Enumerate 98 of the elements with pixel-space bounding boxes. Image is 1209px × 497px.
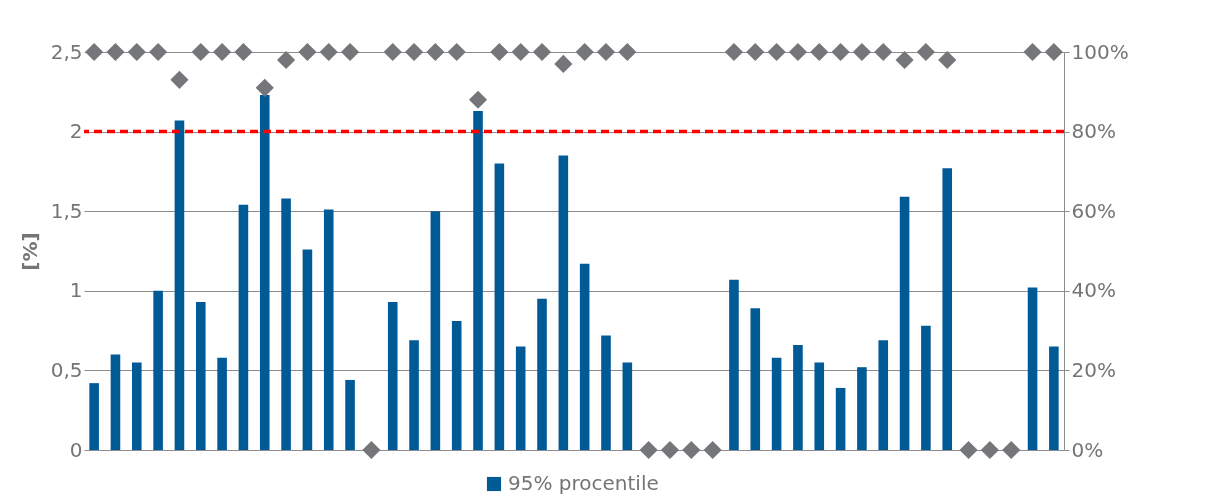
bar xyxy=(942,168,953,450)
point xyxy=(319,42,338,62)
bar xyxy=(153,290,163,450)
bar xyxy=(174,120,185,450)
point xyxy=(724,42,744,62)
point xyxy=(618,42,637,62)
point xyxy=(1023,42,1042,62)
point xyxy=(404,42,424,62)
point xyxy=(340,42,360,62)
point xyxy=(980,440,999,460)
bar xyxy=(537,298,547,450)
point xyxy=(468,90,488,109)
point xyxy=(1044,42,1063,62)
point xyxy=(660,440,680,460)
y-tick-label: 1 xyxy=(69,278,83,303)
bar xyxy=(750,308,761,450)
point xyxy=(426,42,445,62)
y2-tick-label: 0% xyxy=(1071,437,1104,462)
y2-tick-label: 80% xyxy=(1071,119,1116,144)
point xyxy=(532,42,552,62)
bar xyxy=(473,110,483,450)
point xyxy=(788,42,808,62)
point xyxy=(682,440,701,460)
bar xyxy=(89,383,99,450)
bar xyxy=(217,357,227,450)
point xyxy=(831,42,850,62)
bar xyxy=(430,211,441,450)
bar xyxy=(323,209,334,450)
point xyxy=(703,440,722,460)
point xyxy=(852,42,871,62)
point xyxy=(916,42,935,62)
point xyxy=(149,42,168,62)
legend-label: 95% procentile xyxy=(508,471,659,495)
bar xyxy=(238,204,249,450)
bar xyxy=(387,301,398,450)
point xyxy=(746,42,765,62)
point xyxy=(298,42,317,62)
bar xyxy=(1049,346,1059,450)
bar xyxy=(878,340,889,450)
bar xyxy=(921,325,931,450)
point xyxy=(255,78,274,97)
y-tick-label: 1,5 xyxy=(50,198,83,223)
bar xyxy=(729,279,739,450)
point xyxy=(810,42,829,62)
point xyxy=(639,440,658,460)
point xyxy=(383,42,402,62)
bar xyxy=(281,198,291,450)
y2-tick-label: 20% xyxy=(1071,357,1116,382)
bar xyxy=(814,362,825,450)
point xyxy=(767,42,786,62)
y-axis-title: [%] xyxy=(17,232,42,271)
y-tick-label: 0,5 xyxy=(50,357,83,382)
bar xyxy=(835,387,846,450)
point xyxy=(213,42,232,62)
point xyxy=(511,42,530,62)
point xyxy=(1002,440,1021,460)
bar xyxy=(601,335,611,450)
point xyxy=(277,50,296,70)
y2-tick-label: 40% xyxy=(1071,278,1116,303)
bar xyxy=(110,354,121,450)
point xyxy=(170,70,189,89)
point xyxy=(575,42,594,62)
bar xyxy=(515,346,526,450)
bar xyxy=(857,367,867,450)
bar xyxy=(451,321,462,450)
y-tick-label: 2 xyxy=(69,119,83,144)
y-tick-label: 2,5 xyxy=(50,39,83,64)
point xyxy=(234,42,253,62)
bar xyxy=(793,344,803,450)
bar xyxy=(131,362,142,450)
point xyxy=(106,42,125,62)
bar xyxy=(494,163,505,450)
point xyxy=(447,42,466,62)
bar xyxy=(195,301,206,450)
y2-tick-label: 100% xyxy=(1071,39,1129,64)
bar xyxy=(771,357,782,450)
bar xyxy=(579,263,590,450)
point xyxy=(490,42,509,62)
bar xyxy=(558,155,569,450)
point xyxy=(874,42,893,62)
bar xyxy=(302,249,313,450)
bar xyxy=(259,94,270,450)
bar xyxy=(409,340,419,450)
point xyxy=(938,50,957,70)
bar xyxy=(345,379,355,450)
bar xyxy=(1027,287,1038,450)
y-tick-label: 0 xyxy=(69,437,83,462)
y2-tick-label: 60% xyxy=(1071,198,1116,223)
bar xyxy=(622,362,633,450)
point xyxy=(362,440,381,460)
point xyxy=(895,50,914,70)
point xyxy=(85,42,104,62)
bar xyxy=(899,196,910,450)
point xyxy=(191,42,210,62)
point xyxy=(127,42,146,62)
point xyxy=(596,42,616,62)
point xyxy=(959,440,978,460)
point xyxy=(554,54,573,74)
